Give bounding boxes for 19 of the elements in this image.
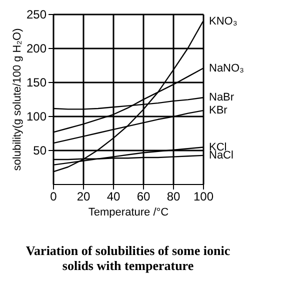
x-tick-label: 0 (50, 190, 58, 204)
x-tick-label: 40 (106, 190, 120, 204)
x-tick-label: 60 (136, 190, 150, 204)
x-tick-label: 100 (193, 190, 214, 204)
y-tick-label: 100 (26, 110, 47, 124)
series-label: KBr (209, 104, 228, 117)
series-label: NaBr (209, 92, 234, 104)
y-tick-label: 150 (26, 76, 47, 90)
x-tick-label: 80 (166, 190, 180, 204)
series-label: KNO₃ (209, 15, 238, 28)
y-tick-label: 250 (26, 8, 47, 22)
x-axis-title: Temperature /°C (88, 206, 169, 218)
series-label: NaCl (209, 149, 234, 162)
y-tick-label: 50 (33, 144, 47, 158)
y-axis-title: solubility(g solute/100 g H₂O) (11, 28, 24, 171)
y-tick-label: 200 (26, 42, 47, 56)
text: Variation of solubilities of some ionic solids with temperature (26, 243, 230, 273)
series-label: NaNO₃ (209, 62, 244, 74)
x-tick-label: 20 (76, 190, 90, 204)
